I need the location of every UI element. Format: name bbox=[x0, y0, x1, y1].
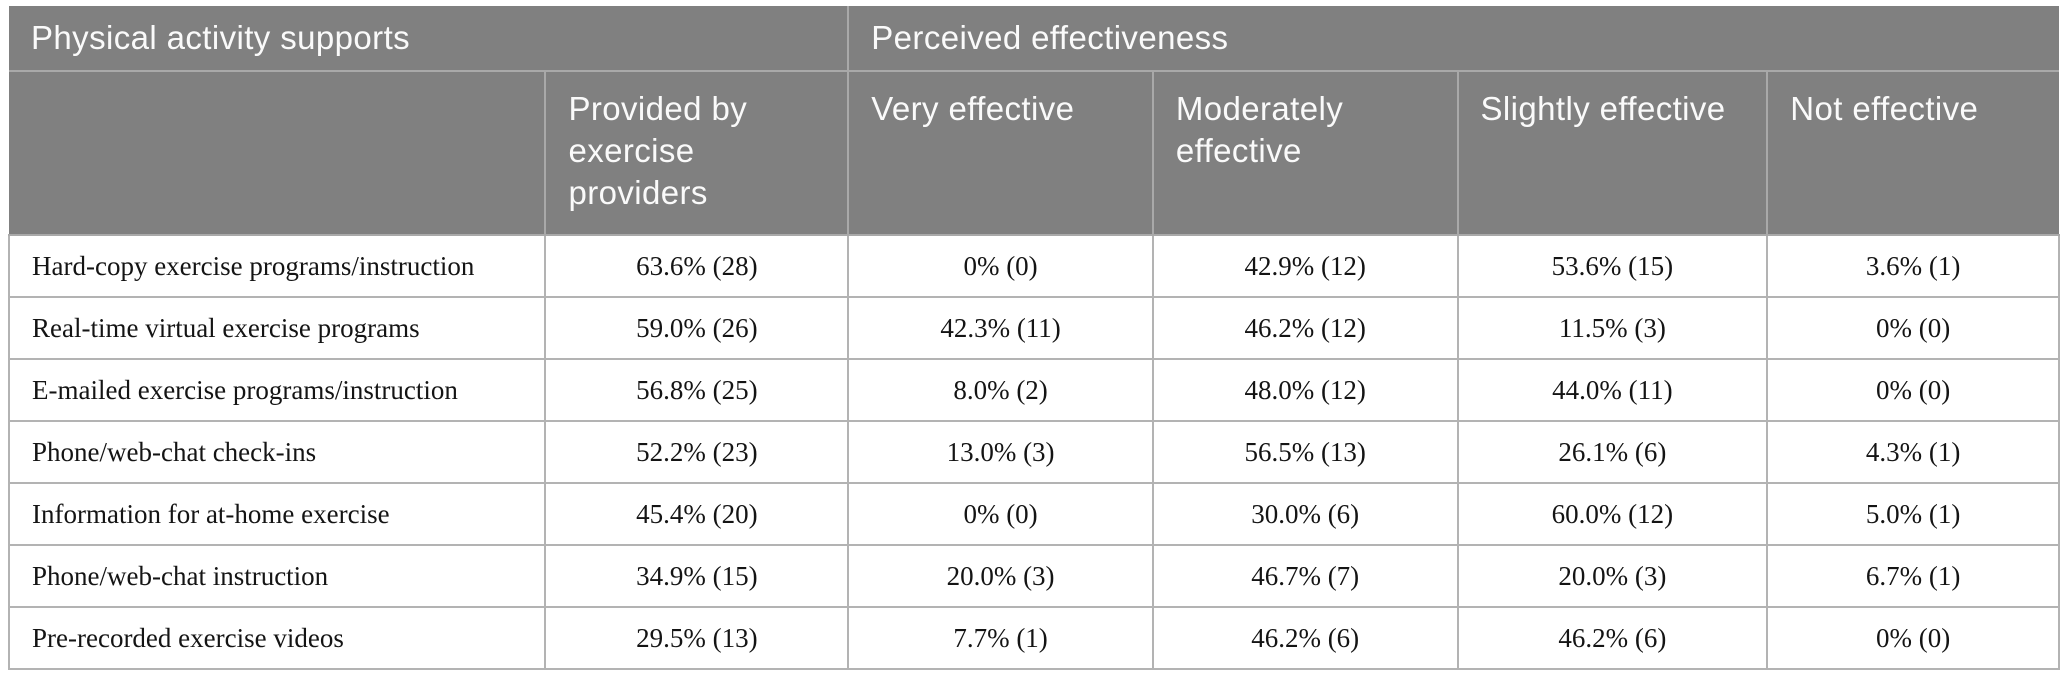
table-row: Real-time virtual exercise programs 59.0%… bbox=[7, 296, 2060, 360]
column-header-slightly-effective: Slightly effective bbox=[1456, 70, 1769, 236]
data-cell: 30.0% (6) bbox=[1151, 482, 1459, 546]
column-group-physical-activity-supports: Physical activity supports bbox=[9, 6, 850, 72]
data-cell: 42.3% (11) bbox=[847, 296, 1154, 360]
row-label-header-empty bbox=[9, 70, 547, 236]
row-label: Pre-recorded exercise videos bbox=[7, 606, 547, 670]
column-header-not-effective: Not effective bbox=[1766, 70, 2059, 236]
header-column-row: Provided by exercise providers Very effec… bbox=[9, 70, 2059, 236]
column-header-very-effective: Very effective bbox=[847, 70, 1154, 236]
table-row: Hard-copy exercise programs/instruction 6… bbox=[7, 234, 2060, 298]
data-cell: 20.0% (3) bbox=[1456, 544, 1769, 608]
data-cell: 26.1% (6) bbox=[1456, 420, 1769, 484]
column-group-perceived-effectiveness: Perceived effectiveness bbox=[847, 6, 2059, 72]
column-header-provided-by-exercise-providers: Provided by exercise providers bbox=[544, 70, 850, 236]
data-cell: 34.9% (15) bbox=[544, 544, 850, 608]
data-cell: 45.4% (20) bbox=[544, 482, 850, 546]
table-row: Phone/web-chat check-ins 52.2% (23) 13.0% … bbox=[7, 420, 2060, 484]
row-label: Information for at-home exercise bbox=[7, 482, 547, 546]
table-row: Pre-recorded exercise videos 29.5% (13) 7.… bbox=[7, 606, 2060, 670]
row-label: Phone/web-chat instruction bbox=[7, 544, 547, 608]
data-cell: 46.2% (6) bbox=[1151, 606, 1459, 670]
data-cell: 53.6% (15) bbox=[1456, 234, 1769, 298]
row-label: Phone/web-chat check-ins bbox=[7, 420, 547, 484]
table-body: Hard-copy exercise programs/instruction 6… bbox=[7, 234, 2060, 670]
data-cell: 56.5% (13) bbox=[1151, 420, 1459, 484]
row-label: Hard-copy exercise programs/instruction bbox=[7, 234, 547, 298]
data-cell: 4.3% (1) bbox=[1766, 420, 2060, 484]
data-cell: 46.2% (6) bbox=[1456, 606, 1769, 670]
data-cell: 29.5% (13) bbox=[544, 606, 850, 670]
data-cell: 44.0% (11) bbox=[1456, 358, 1769, 422]
row-label: E-mailed exercise programs/instruction bbox=[7, 358, 547, 422]
physical-activity-supports-table: Physical activity supports Perceived eff… bbox=[7, 6, 2060, 670]
table-header: Physical activity supports Perceived eff… bbox=[9, 6, 2059, 236]
data-cell: 20.0% (3) bbox=[847, 544, 1154, 608]
data-cell: 0% (0) bbox=[847, 234, 1154, 298]
data-cell: 42.9% (12) bbox=[1151, 234, 1459, 298]
data-cell: 13.0% (3) bbox=[847, 420, 1154, 484]
data-cell: 7.7% (1) bbox=[847, 606, 1154, 670]
table-row: Phone/web-chat instruction 34.9% (15) 20.0… bbox=[7, 544, 2060, 608]
data-cell: 59.0% (26) bbox=[544, 296, 850, 360]
data-cell: 56.8% (25) bbox=[544, 358, 850, 422]
data-cell: 11.5% (3) bbox=[1456, 296, 1769, 360]
column-header-moderately-effective: Moderately effective bbox=[1151, 70, 1459, 236]
data-cell: 5.0% (1) bbox=[1766, 482, 2060, 546]
row-label: Real-time virtual exercise programs bbox=[7, 296, 547, 360]
data-cell: 52.2% (23) bbox=[544, 420, 850, 484]
data-cell: 0% (0) bbox=[1766, 358, 2060, 422]
header-group-row: Physical activity supports Perceived eff… bbox=[9, 6, 2059, 72]
data-cell: 63.6% (28) bbox=[544, 234, 850, 298]
data-cell: 46.7% (7) bbox=[1151, 544, 1459, 608]
data-cell: 0% (0) bbox=[847, 482, 1154, 546]
data-cell: 8.0% (2) bbox=[847, 358, 1154, 422]
data-cell: 6.7% (1) bbox=[1766, 544, 2060, 608]
data-cell: 0% (0) bbox=[1766, 296, 2060, 360]
data-cell: 3.6% (1) bbox=[1766, 234, 2060, 298]
table-row: Information for at-home exercise 45.4% (2… bbox=[7, 482, 2060, 546]
data-cell: 46.2% (12) bbox=[1151, 296, 1459, 360]
data-cell: 48.0% (12) bbox=[1151, 358, 1459, 422]
table-row: E-mailed exercise programs/instruction 56… bbox=[7, 358, 2060, 422]
data-cell: 0% (0) bbox=[1766, 606, 2060, 670]
data-cell: 60.0% (12) bbox=[1456, 482, 1769, 546]
